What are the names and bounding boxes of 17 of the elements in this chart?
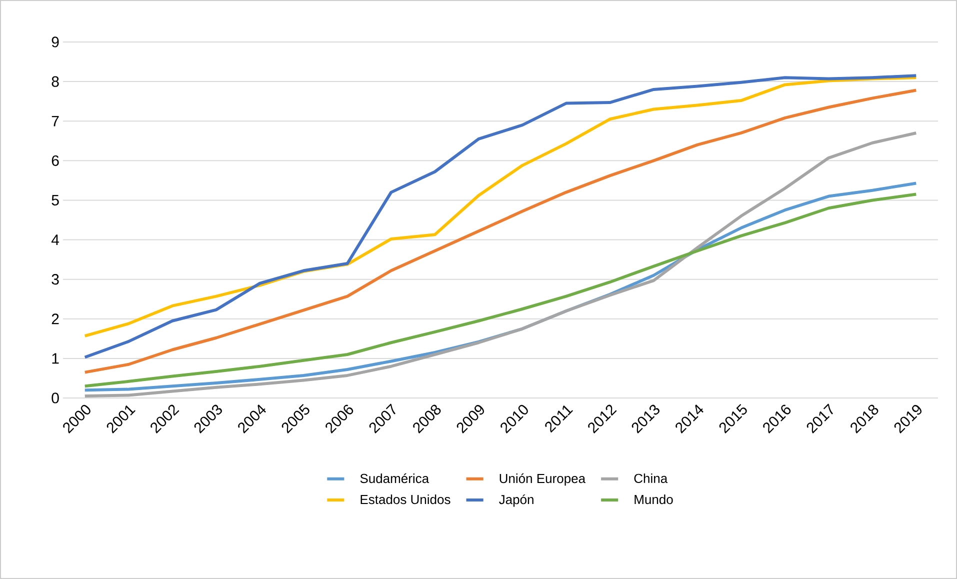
legend-label: Unión Europea	[500, 473, 586, 486]
y-tick-label: 3	[52, 274, 59, 285]
y-tick-label: 7	[52, 116, 59, 126]
y-tick-label: 2	[52, 314, 59, 324]
y-tick-label: 8	[52, 76, 59, 87]
y-tick-label: 9	[52, 36, 59, 48]
y-tick-label: 6	[52, 155, 59, 166]
legend-label: China	[634, 473, 668, 484]
legend-label: Japón	[499, 494, 534, 507]
line-series	[83, 131, 918, 398]
y-tick-label: 0	[52, 392, 59, 404]
legend-label: Sudamérica	[360, 473, 430, 484]
y-tick-label: 4	[51, 234, 60, 245]
y-tick-label: 5	[52, 194, 59, 206]
legend-label: Mundo	[634, 494, 673, 504]
y-tick-label: 1	[52, 353, 59, 364]
legend-label: Estados Unidos	[360, 494, 450, 504]
